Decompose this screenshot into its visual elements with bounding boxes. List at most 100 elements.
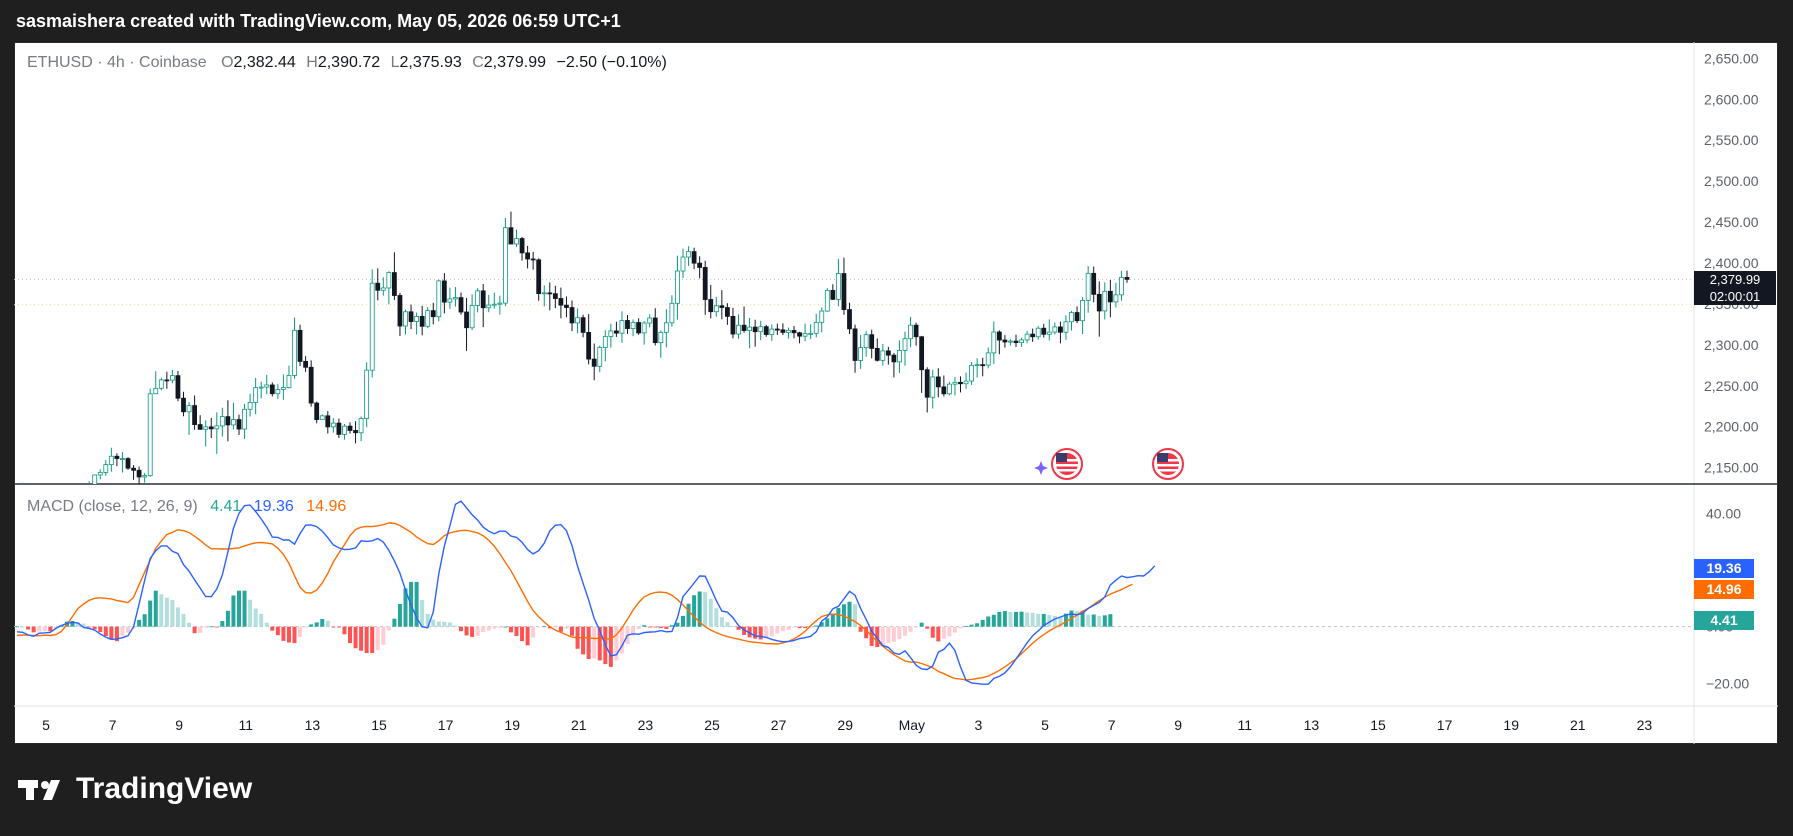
candle-up (247, 401, 253, 410)
candle-up (108, 455, 114, 466)
candle-up (736, 324, 741, 335)
time-axis-tick: 27 (771, 717, 787, 733)
candle-up (231, 419, 236, 426)
macd-histogram-bar (1025, 612, 1030, 627)
macd-histogram-bar (403, 588, 408, 627)
candle-down (1074, 312, 1080, 322)
price-axis-tick: 2,500.00 (1704, 173, 1759, 189)
sparkle-event-icon[interactable] (1034, 461, 1048, 475)
candle-down (1096, 293, 1102, 312)
macd-histogram-bar (758, 626, 763, 640)
high-value: 2,390.72 (317, 54, 381, 71)
candle-up (1119, 277, 1124, 296)
time-axis-tick: 21 (571, 717, 587, 733)
macd-indicator-label[interactable]: MACD (close, 12, 26, 9) (27, 498, 198, 515)
candle-down (725, 307, 730, 317)
candle-up (619, 320, 625, 334)
macd-histogram-bar (586, 626, 591, 659)
macd-histogram-bar (514, 626, 519, 637)
macd-histogram-bar (686, 603, 691, 627)
macd-histogram-bar (198, 626, 203, 633)
candle-up (897, 350, 902, 363)
price-axis-tick: 2,550.00 (1704, 132, 1759, 148)
candle-down (569, 307, 575, 324)
macd-histogram-bar (964, 626, 969, 627)
macd-histogram-bar (31, 626, 36, 633)
candle-up (358, 418, 364, 434)
price-axis-tick: 2,600.00 (1704, 91, 1759, 107)
candle-down (719, 305, 725, 308)
candle-down (1058, 326, 1063, 333)
candle-down (874, 347, 880, 361)
candle-down (181, 397, 186, 413)
export-header-text: sasmaishera created with TradingView.com… (16, 11, 621, 31)
macd-histogram-bar (614, 626, 619, 661)
candle-down (558, 298, 564, 306)
macd-histogram-bar (714, 608, 719, 627)
macd-histogram-bar (897, 626, 902, 640)
us-flag-event-icon[interactable] (1051, 448, 1083, 480)
macd-histogram-bar (309, 624, 314, 627)
candle-up (469, 305, 475, 329)
candle-up (602, 336, 608, 348)
macd-histogram-bar (48, 626, 53, 632)
macd-histogram-bar (1008, 611, 1013, 627)
candle-down (625, 320, 630, 329)
macd-histogram-bar (120, 626, 125, 636)
time-axis-tick: 21 (1570, 717, 1586, 733)
candle-down (131, 467, 136, 471)
candle-down (336, 422, 342, 435)
macd-histogram-bar (381, 626, 386, 645)
candle-up (641, 322, 647, 334)
macd-histogram-bar (397, 604, 402, 627)
time-axis-tick: 15 (1370, 717, 1386, 733)
candle-up (880, 350, 886, 361)
candle-down (375, 282, 381, 291)
macd-histogram-bar (164, 597, 169, 627)
candle-down (547, 292, 553, 295)
candle-up (991, 331, 997, 354)
macd-histogram-bar (836, 607, 841, 627)
candle-down (303, 360, 309, 368)
macd-histogram-bar (658, 626, 663, 629)
macd-histogram-bar (742, 626, 747, 635)
macd-histogram-bar (736, 626, 741, 630)
macd-histogram-bar (492, 626, 497, 629)
candle-down (391, 272, 397, 296)
macd-axis-tick: 40.00 (1706, 505, 1741, 521)
close-value: 2,379.99 (483, 54, 547, 71)
open-value: 2,382.44 (233, 54, 296, 71)
candle-down (525, 252, 530, 260)
macd-hist-value: 4.41 (210, 498, 242, 515)
macd-histogram-bar (348, 626, 352, 644)
macd-histogram-bar (87, 626, 92, 628)
candle-up (974, 364, 980, 367)
symbol-label[interactable]: ETHUSD · 4h · Coinbase (27, 54, 207, 71)
macd-histogram-bar (875, 626, 880, 648)
macd-histogram-bar (320, 619, 325, 627)
candle-up (630, 322, 636, 329)
candle-down (59, 490, 63, 494)
candle-up (203, 426, 209, 430)
macd-histogram-bar (581, 626, 586, 655)
candle-up (1085, 272, 1091, 301)
macd-histogram-bar (697, 591, 702, 627)
macd-histogram-bar (769, 626, 774, 637)
macd-histogram-bar (442, 621, 447, 627)
macd-histogram-bar (103, 626, 108, 637)
event-layer[interactable] (1034, 448, 1184, 480)
candle-down (1041, 327, 1047, 335)
candle-up (675, 270, 680, 304)
macd-line-tag: 19.36 (1694, 559, 1754, 578)
candle-down (891, 354, 897, 363)
us-flag-event-icon[interactable] (1152, 448, 1184, 480)
candle-up (597, 347, 603, 367)
macd-histogram-bar (858, 626, 863, 632)
candle-up (1113, 294, 1119, 303)
macd-histogram-bar (209, 626, 214, 628)
macd-histogram-bar (436, 621, 441, 627)
macd-histogram-bar (1063, 613, 1068, 627)
candle-down (580, 317, 586, 333)
candle-up (1080, 300, 1085, 322)
